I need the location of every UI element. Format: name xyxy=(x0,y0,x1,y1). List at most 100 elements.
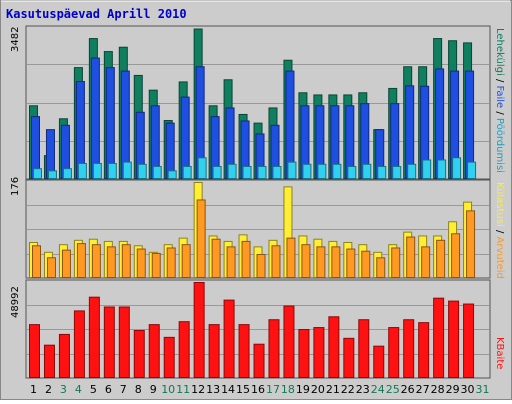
y-max-hits: 3482 xyxy=(10,26,21,52)
x-label-day-28: 28 xyxy=(431,383,445,396)
kbytes-bar-day-14 xyxy=(223,299,235,378)
hits-bar-3-day-13 xyxy=(212,165,222,179)
visits-bar-2-day-21 xyxy=(331,246,341,278)
visits-bar-2-day-2 xyxy=(46,257,56,279)
visits-bar-2-day-20 xyxy=(316,246,326,278)
x-label-day-7: 7 xyxy=(120,383,127,396)
hits-bar-3-day-8 xyxy=(137,163,147,180)
visits-bar-2-day-16 xyxy=(256,254,266,278)
hits-bar-3-day-29 xyxy=(452,157,462,180)
x-label-day-30: 30 xyxy=(461,383,475,396)
x-axis-labels: 1 2 3 4 5 6 7 8 9 10 11 12 13 14 15 16 17 18 19 20 21 22 23 24 2… xyxy=(30,383,490,396)
legend-kbytes: KBaite xyxy=(494,337,505,369)
kbytes-bar-day-18 xyxy=(283,305,295,378)
hits-bar-3-day-16 xyxy=(257,165,267,179)
hits-bar-2-day-10 xyxy=(165,122,175,179)
visits-bar-2-day-6 xyxy=(106,246,116,278)
x-label-day-8: 8 xyxy=(135,383,142,396)
chart-title: Kasutuspäevad Aprill 2010 xyxy=(6,7,187,21)
kbytes-bar-day-13 xyxy=(208,324,220,378)
kbytes-bar-day-12 xyxy=(193,282,205,378)
kbytes-bar-day-30 xyxy=(463,303,475,378)
kbytes-bar-day-1 xyxy=(29,324,40,378)
x-label-day-5: 5 xyxy=(90,383,97,396)
x-label-day-12: 12 xyxy=(191,383,205,396)
visits-bar-2-day-26 xyxy=(406,236,416,278)
visits-bar-2-day-23 xyxy=(361,250,371,279)
visits-bar-2-day-27 xyxy=(421,246,431,278)
kbytes-bar-day-21 xyxy=(328,316,340,378)
legend-visits-part-1: Külastusi xyxy=(494,182,505,227)
x-label-day-2: 2 xyxy=(45,383,52,396)
x-label-day-6: 6 xyxy=(105,383,112,396)
x-label-day-11: 11 xyxy=(176,383,190,396)
kbytes-bar-day-10 xyxy=(163,336,175,379)
hits-bar-2-day-6 xyxy=(105,67,115,179)
hits-bar-3-day-18 xyxy=(287,161,297,179)
x-label-day-26: 26 xyxy=(401,383,415,396)
hits-bar-3-day-7 xyxy=(122,161,132,179)
x-label-day-29: 29 xyxy=(446,383,460,396)
x-label-day-4: 4 xyxy=(75,383,82,396)
kbytes-bar-day-19 xyxy=(298,329,310,379)
kbytes-bar-day-24 xyxy=(373,345,385,378)
hits-bar-3-day-10 xyxy=(167,170,177,180)
chart-panels xyxy=(25,25,491,379)
hits-bar-3-day-26 xyxy=(407,163,417,180)
visits-bar-2-day-18 xyxy=(286,237,296,279)
hits-bar-3-day-15 xyxy=(242,165,252,179)
x-label-day-22: 22 xyxy=(341,383,355,396)
hits-bar-3-day-21 xyxy=(332,163,342,180)
hits-bar-3-day-14 xyxy=(227,163,237,180)
legend-hits-part-1: Lehekülgi xyxy=(494,28,505,76)
kbytes-bar-day-16 xyxy=(253,343,265,378)
hits-bar-3-day-25 xyxy=(392,165,402,179)
hits-bar-3-day-11 xyxy=(182,165,192,179)
kbytes-bar-day-29 xyxy=(448,300,460,378)
visits-bar-2-day-28 xyxy=(436,239,446,278)
legend-hits-part-5: Pöördumisi xyxy=(494,117,505,173)
legend-hits-part-2: / xyxy=(494,75,505,86)
visits-bar-2-day-10 xyxy=(166,247,176,278)
hits-bar-3-day-3 xyxy=(62,168,72,179)
x-label-day-15: 15 xyxy=(236,383,250,396)
hits-bar-3-day-12 xyxy=(197,157,207,180)
kbytes-bar-day-6 xyxy=(103,306,115,378)
kbytes-bar-day-5 xyxy=(88,296,100,378)
visits-bar-2-day-5 xyxy=(91,244,101,279)
kbytes-bar-day-17 xyxy=(268,319,280,379)
hits-bar-3-day-9 xyxy=(152,165,162,179)
visits-bar-2-day-9 xyxy=(151,252,161,278)
kbytes-bar-day-9 xyxy=(148,324,160,378)
hits-bar-3-day-22 xyxy=(347,165,357,179)
visits-bar-2-day-11 xyxy=(181,244,191,279)
x-label-day-13: 13 xyxy=(206,383,220,396)
visits-bar-2-day-7 xyxy=(121,244,131,279)
visits-bar-2-day-17 xyxy=(271,245,281,278)
visits-bar-2-day-25 xyxy=(391,247,401,278)
kbytes-bar-day-4 xyxy=(73,310,85,378)
hits-bar-3-day-19 xyxy=(302,163,312,180)
hits-bar-3-day-5 xyxy=(92,162,102,179)
kbytes-bar-day-15 xyxy=(238,324,250,378)
kbytes-bar-day-27 xyxy=(418,322,430,378)
visits-bar-2-day-1 xyxy=(32,245,41,278)
legend-hits-part-3: Faile xyxy=(494,85,505,109)
x-label-day-18: 18 xyxy=(281,383,295,396)
x-label-day-21: 21 xyxy=(326,383,340,396)
visits-bar-2-day-12 xyxy=(196,199,206,278)
hits-bar-3-day-20 xyxy=(317,163,327,180)
visits-bar-2-day-8 xyxy=(136,248,146,279)
hits-bar-3-day-28 xyxy=(437,159,447,179)
x-label-day-31: 31 xyxy=(476,383,490,396)
visits-bar-2-day-19 xyxy=(301,244,311,279)
legend-visits-part-3: Arvuteid xyxy=(494,236,505,279)
visits-bar-2-day-30 xyxy=(466,210,476,278)
x-label-day-10: 10 xyxy=(161,383,175,396)
legend-hits-part-4: / xyxy=(494,108,505,118)
hits-bar-3-day-2 xyxy=(47,170,57,180)
x-label-day-20: 20 xyxy=(311,383,325,396)
hits-bar-3-day-27 xyxy=(422,159,432,179)
